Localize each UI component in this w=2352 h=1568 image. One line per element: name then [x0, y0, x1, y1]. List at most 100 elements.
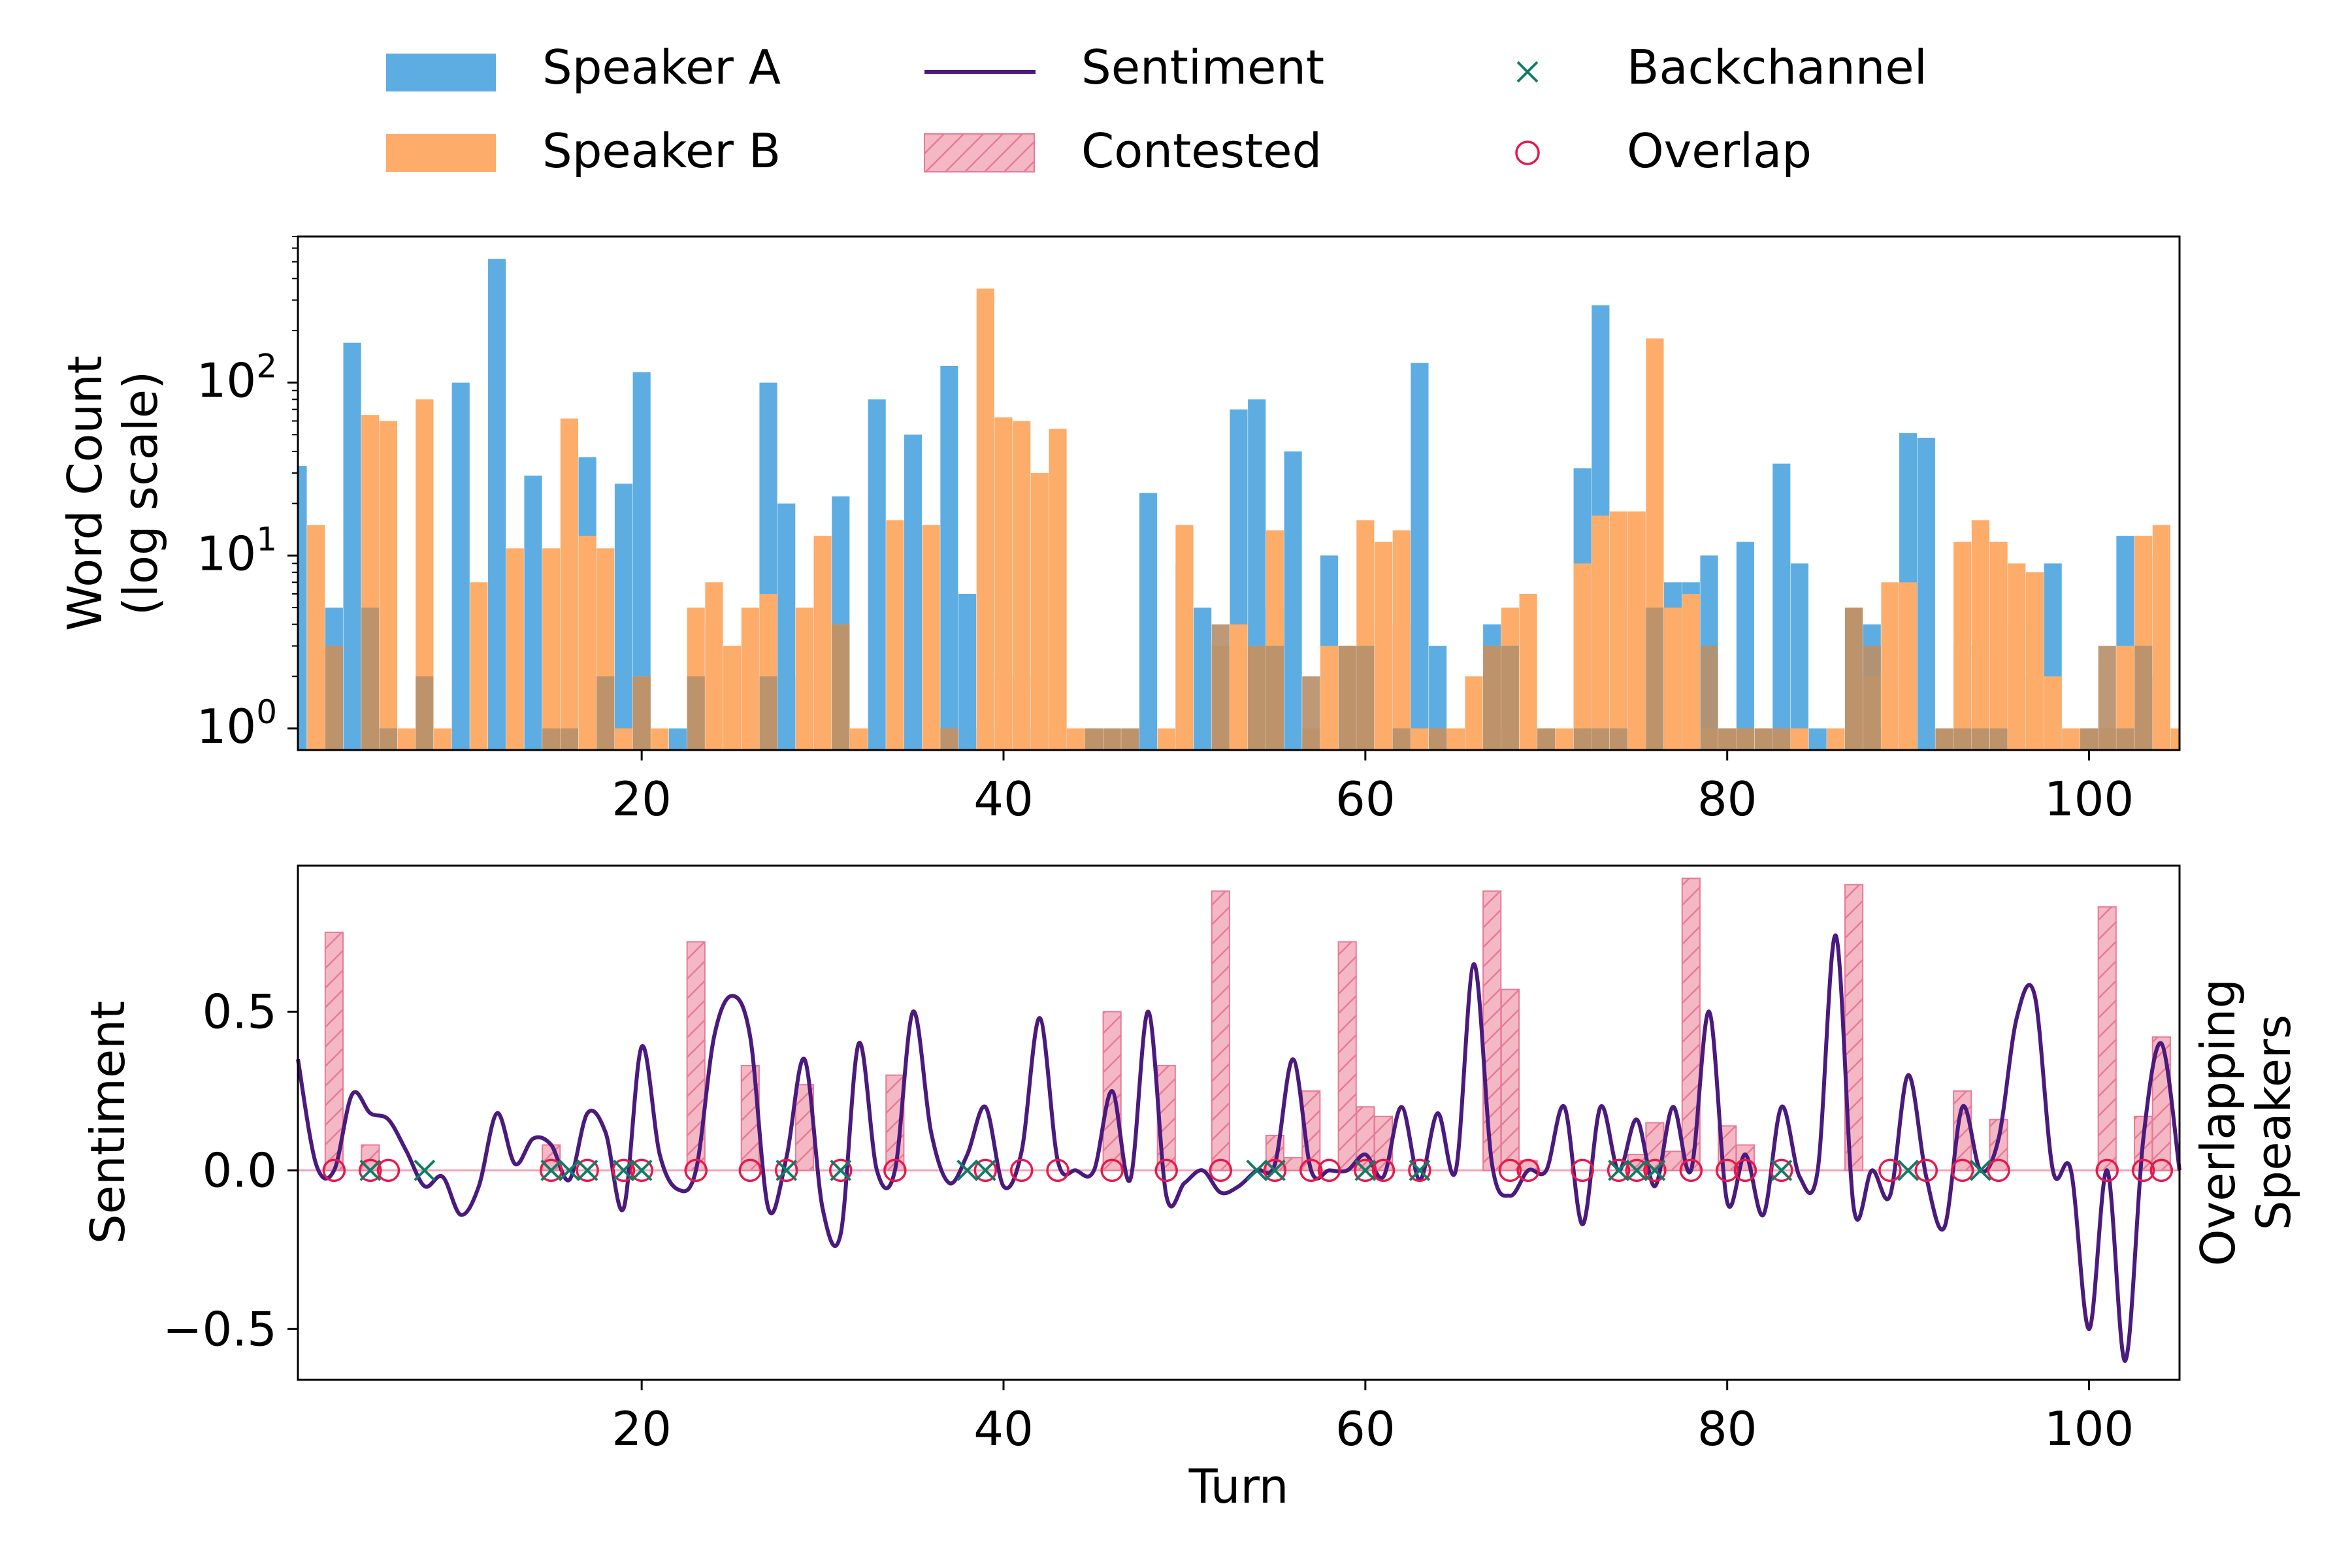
bar-overlap: [1211, 624, 1230, 750]
bar-speaker-b: [922, 525, 940, 750]
bottom-panel: −0.5 0.0 0.5 20 40 60 80 100 Sentiment Turn Ov…: [80, 864, 2301, 1514]
overlap-marker: [883, 1158, 907, 1183]
bar-speaker-b: [1899, 582, 1918, 750]
backchannel-stroke: [558, 1159, 580, 1181]
contested-bar: [324, 932, 344, 1171]
bar-speaker-b: [1664, 607, 1682, 750]
overlap-marker: [1317, 1158, 1341, 1183]
bottom-x-tick-label: 80: [1697, 1401, 1757, 1456]
top-x-axis: 20 40 60 80 100: [612, 750, 2134, 826]
bar-overlap: [1573, 728, 1592, 750]
bar-speaker-a: [1790, 563, 1809, 750]
top-y-tick-label: 101: [197, 520, 277, 581]
overlap-marker: [829, 1158, 853, 1183]
backchannel-marker: [1771, 1159, 1793, 1181]
overlap-marker: [1643, 1158, 1667, 1183]
overlap-marker: [738, 1158, 762, 1183]
backchannel-marker: [1897, 1159, 1919, 1181]
top-x-tick-label: 20: [612, 772, 672, 826]
contested-bar: [1211, 890, 1230, 1171]
overlap-marker: [684, 1158, 708, 1183]
bar-speaker-b: [1573, 563, 1592, 750]
bar-overlap: [759, 676, 777, 750]
bar-speaker-b: [2062, 728, 2080, 750]
bar-speaker-b: [1175, 525, 1194, 750]
bar-speaker-b: [795, 607, 813, 750]
bar-speaker-b: [1790, 728, 1809, 750]
top-x-tick-label: 100: [2044, 772, 2134, 826]
bottom-x-axis: 20 40 60 80 100: [612, 1380, 2134, 1456]
bar-overlap: [560, 728, 578, 750]
overlap-marker: [1516, 1158, 1540, 1183]
top-y-tick-label: 102: [197, 348, 277, 408]
backchannel-marker: [613, 1159, 634, 1181]
backchannel-stroke: [613, 1159, 634, 1181]
bar-speaker-a: [1194, 607, 1212, 750]
backchannel-marker: [1644, 1159, 1666, 1181]
overlap-marker: [1371, 1158, 1396, 1183]
backchannel-marker: [576, 1159, 598, 1181]
overlap-marker: [1715, 1158, 1739, 1183]
bar-speaker-b: [1067, 728, 1085, 750]
top-y-axis: 100 101 102: [197, 236, 298, 754]
bar-speaker-b: [379, 421, 398, 750]
top-y-tick-label: 100: [197, 693, 277, 754]
top-plot-frame: [297, 235, 2181, 751]
backchannel-stroke: [540, 1159, 563, 1181]
contested-bar: [1102, 1011, 1122, 1171]
bar-speaker-a: [451, 382, 470, 750]
bar-speaker-b: [1049, 429, 1067, 750]
bar-overlap: [2116, 728, 2134, 750]
bar-speaker-a: [614, 483, 633, 750]
overlap-marker: [1878, 1158, 1902, 1183]
backchannel-stroke: [1246, 1159, 1268, 1181]
bar-speaker-b: [1411, 728, 1429, 750]
bar-speaker-b: [723, 645, 742, 750]
bottom-y2-label-line2: Speakers: [2246, 1015, 2301, 1230]
bar-speaker-b: [307, 525, 325, 750]
contested-bar: [1500, 988, 1520, 1171]
legend-label-speaker-b: Speaker B: [542, 123, 781, 178]
top-bars-overlap: [325, 607, 2153, 750]
bar-overlap: [1863, 645, 1881, 750]
bar-speaker-b: [1627, 511, 1646, 750]
contested-bar: [1663, 1151, 1683, 1171]
bar-speaker-b: [2152, 525, 2170, 750]
backchannel-stroke: [1897, 1159, 1919, 1181]
bar-speaker-a: [1736, 542, 1754, 750]
bar-speaker-b: [849, 728, 868, 750]
bar-speaker-b: [1446, 728, 1465, 750]
bar-speaker-b: [433, 728, 452, 750]
backchannel-marker: [1264, 1159, 1286, 1181]
overlap-marker: [1209, 1158, 1233, 1183]
bar-speaker-a: [1284, 451, 1302, 750]
backchannel-markers: [359, 1159, 1991, 1181]
bar-overlap: [1971, 728, 1989, 750]
bar-speaker-b: [1592, 515, 1610, 750]
backchannel-stroke: [1644, 1159, 1666, 1181]
legend-swatch-speaker-b: [386, 134, 496, 172]
overlap-marker: [1009, 1158, 1034, 1183]
sentiment-line: [296, 933, 2181, 1363]
bar-overlap: [1989, 728, 2008, 750]
bar-speaker-b: [1609, 511, 1628, 750]
bar-overlap: [1718, 728, 1737, 750]
bar-speaker-b: [1392, 530, 1411, 750]
overlap-marker: [1046, 1158, 1070, 1183]
legend-swatch-speaker-a: [386, 54, 496, 91]
bar-speaker-b: [397, 728, 416, 750]
bar-speaker-b: [705, 582, 723, 750]
bar-speaker-a: [1808, 728, 1827, 750]
bar-speaker-b: [578, 536, 596, 750]
bar-speaker-b: [506, 548, 524, 750]
bottom-y-tick-label: −0.5: [163, 1301, 277, 1356]
overlap-marker: [2095, 1158, 2119, 1183]
contested-bar: [361, 1144, 380, 1171]
contested-bar: [1283, 1156, 1303, 1171]
bar-speaker-b: [1827, 728, 1845, 750]
overlap-marker: [1571, 1158, 1594, 1183]
overlap-marker: [1987, 1158, 2010, 1183]
bar-overlap: [632, 676, 651, 750]
backchannel-stroke: [1625, 1159, 1648, 1181]
contested-bar: [1735, 1144, 1755, 1171]
